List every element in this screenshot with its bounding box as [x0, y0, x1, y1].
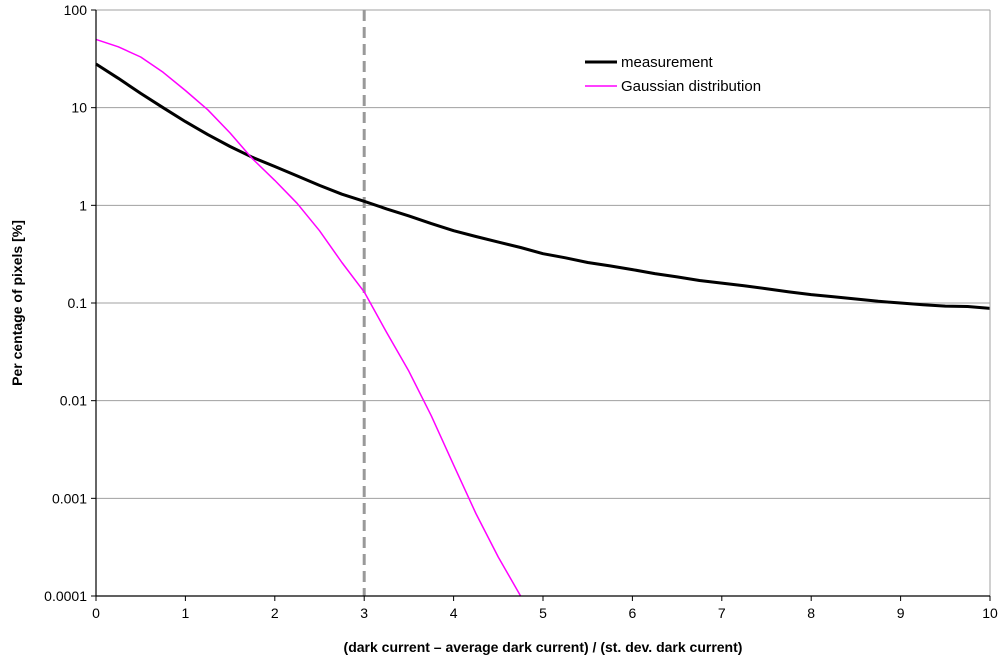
legend-label-measurement: measurement	[621, 54, 714, 71]
legend: measurement Gaussian distribution	[585, 54, 761, 95]
y-tick-label: 0.1	[68, 295, 88, 311]
y-tick-label: 0.01	[60, 393, 87, 409]
x-tick-label: 5	[539, 605, 547, 621]
y-tick-label: 100	[64, 2, 88, 18]
y-tick-label: 1	[79, 197, 87, 213]
axes	[91, 9, 991, 601]
gridlines	[96, 9, 990, 499]
series-line-measurement	[95, 62, 991, 310]
y-tick-label: 0.001	[52, 490, 87, 506]
series-line-gaussian	[95, 38, 522, 597]
x-tick-label: 7	[718, 605, 726, 621]
x-tick-label: 9	[897, 605, 905, 621]
legend-label-gaussian: Gaussian distribution	[621, 78, 761, 95]
y-tick-label: 10	[71, 100, 87, 116]
x-tick-label: 0	[92, 605, 100, 621]
x-tick-label: 2	[271, 605, 279, 621]
y-axis-title: Per centage of pixels [%]	[9, 220, 25, 386]
series-layer	[95, 38, 991, 597]
y-tick-label: 0.0001	[44, 588, 87, 604]
x-tick-label: 4	[450, 605, 458, 621]
x-tick-label: 1	[182, 605, 190, 621]
tick-labels: 0 1 2 3 4 5 6 7 8 9 10 0.0001 0.001 0.01 0.1 1 10 100	[44, 2, 998, 621]
x-tick-label: 8	[807, 605, 815, 621]
x-tick-label: 6	[629, 605, 637, 621]
x-tick-label: 10	[982, 605, 998, 621]
x-axis-title: (dark current – average dark current) / …	[344, 639, 743, 655]
x-tick-label: 3	[360, 605, 368, 621]
